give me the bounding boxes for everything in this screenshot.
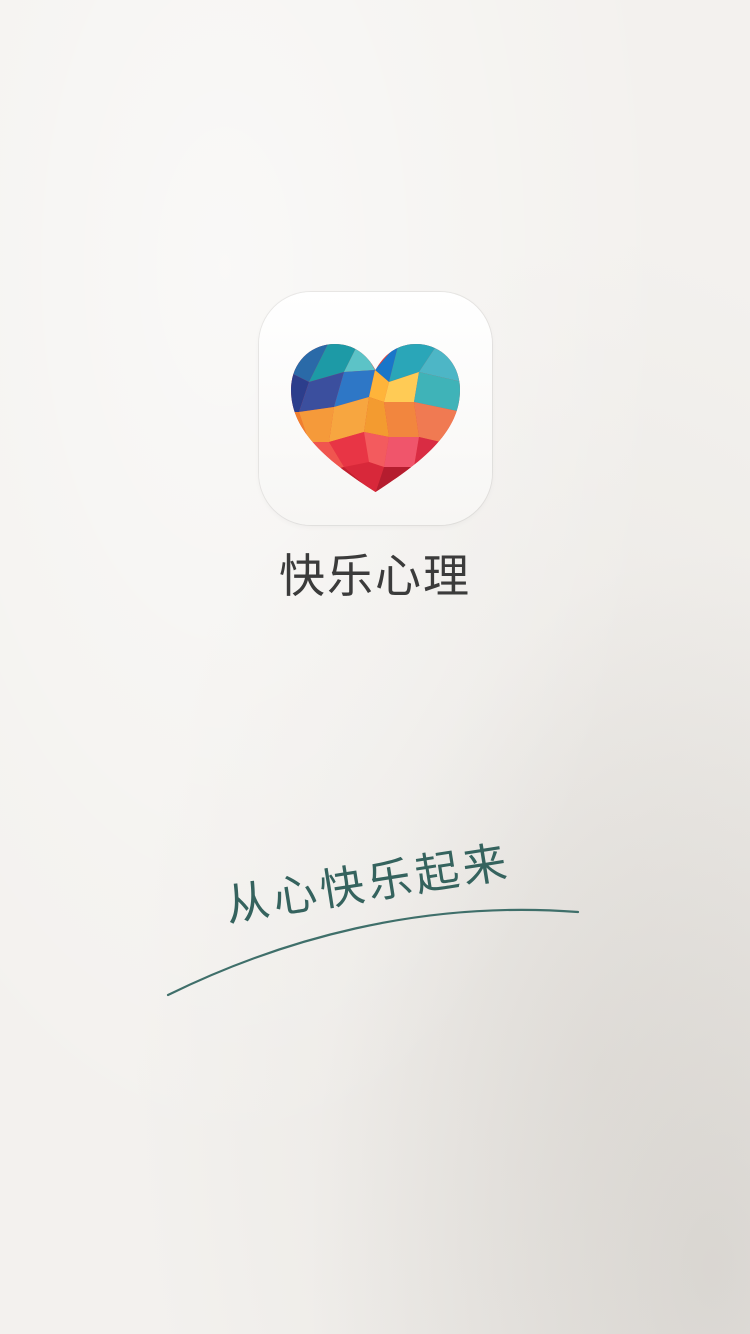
app-icon <box>259 292 492 525</box>
slogan: 从心快乐起来 <box>160 830 600 1010</box>
swoosh-underline <box>166 908 580 997</box>
heart-logo-icon <box>291 344 460 492</box>
app-name: 快乐心理 <box>279 549 471 603</box>
